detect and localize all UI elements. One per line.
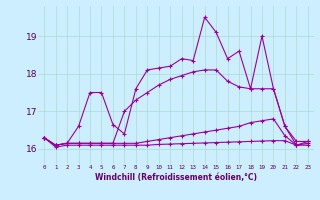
X-axis label: Windchill (Refroidissement éolien,°C): Windchill (Refroidissement éolien,°C) (95, 173, 257, 182)
